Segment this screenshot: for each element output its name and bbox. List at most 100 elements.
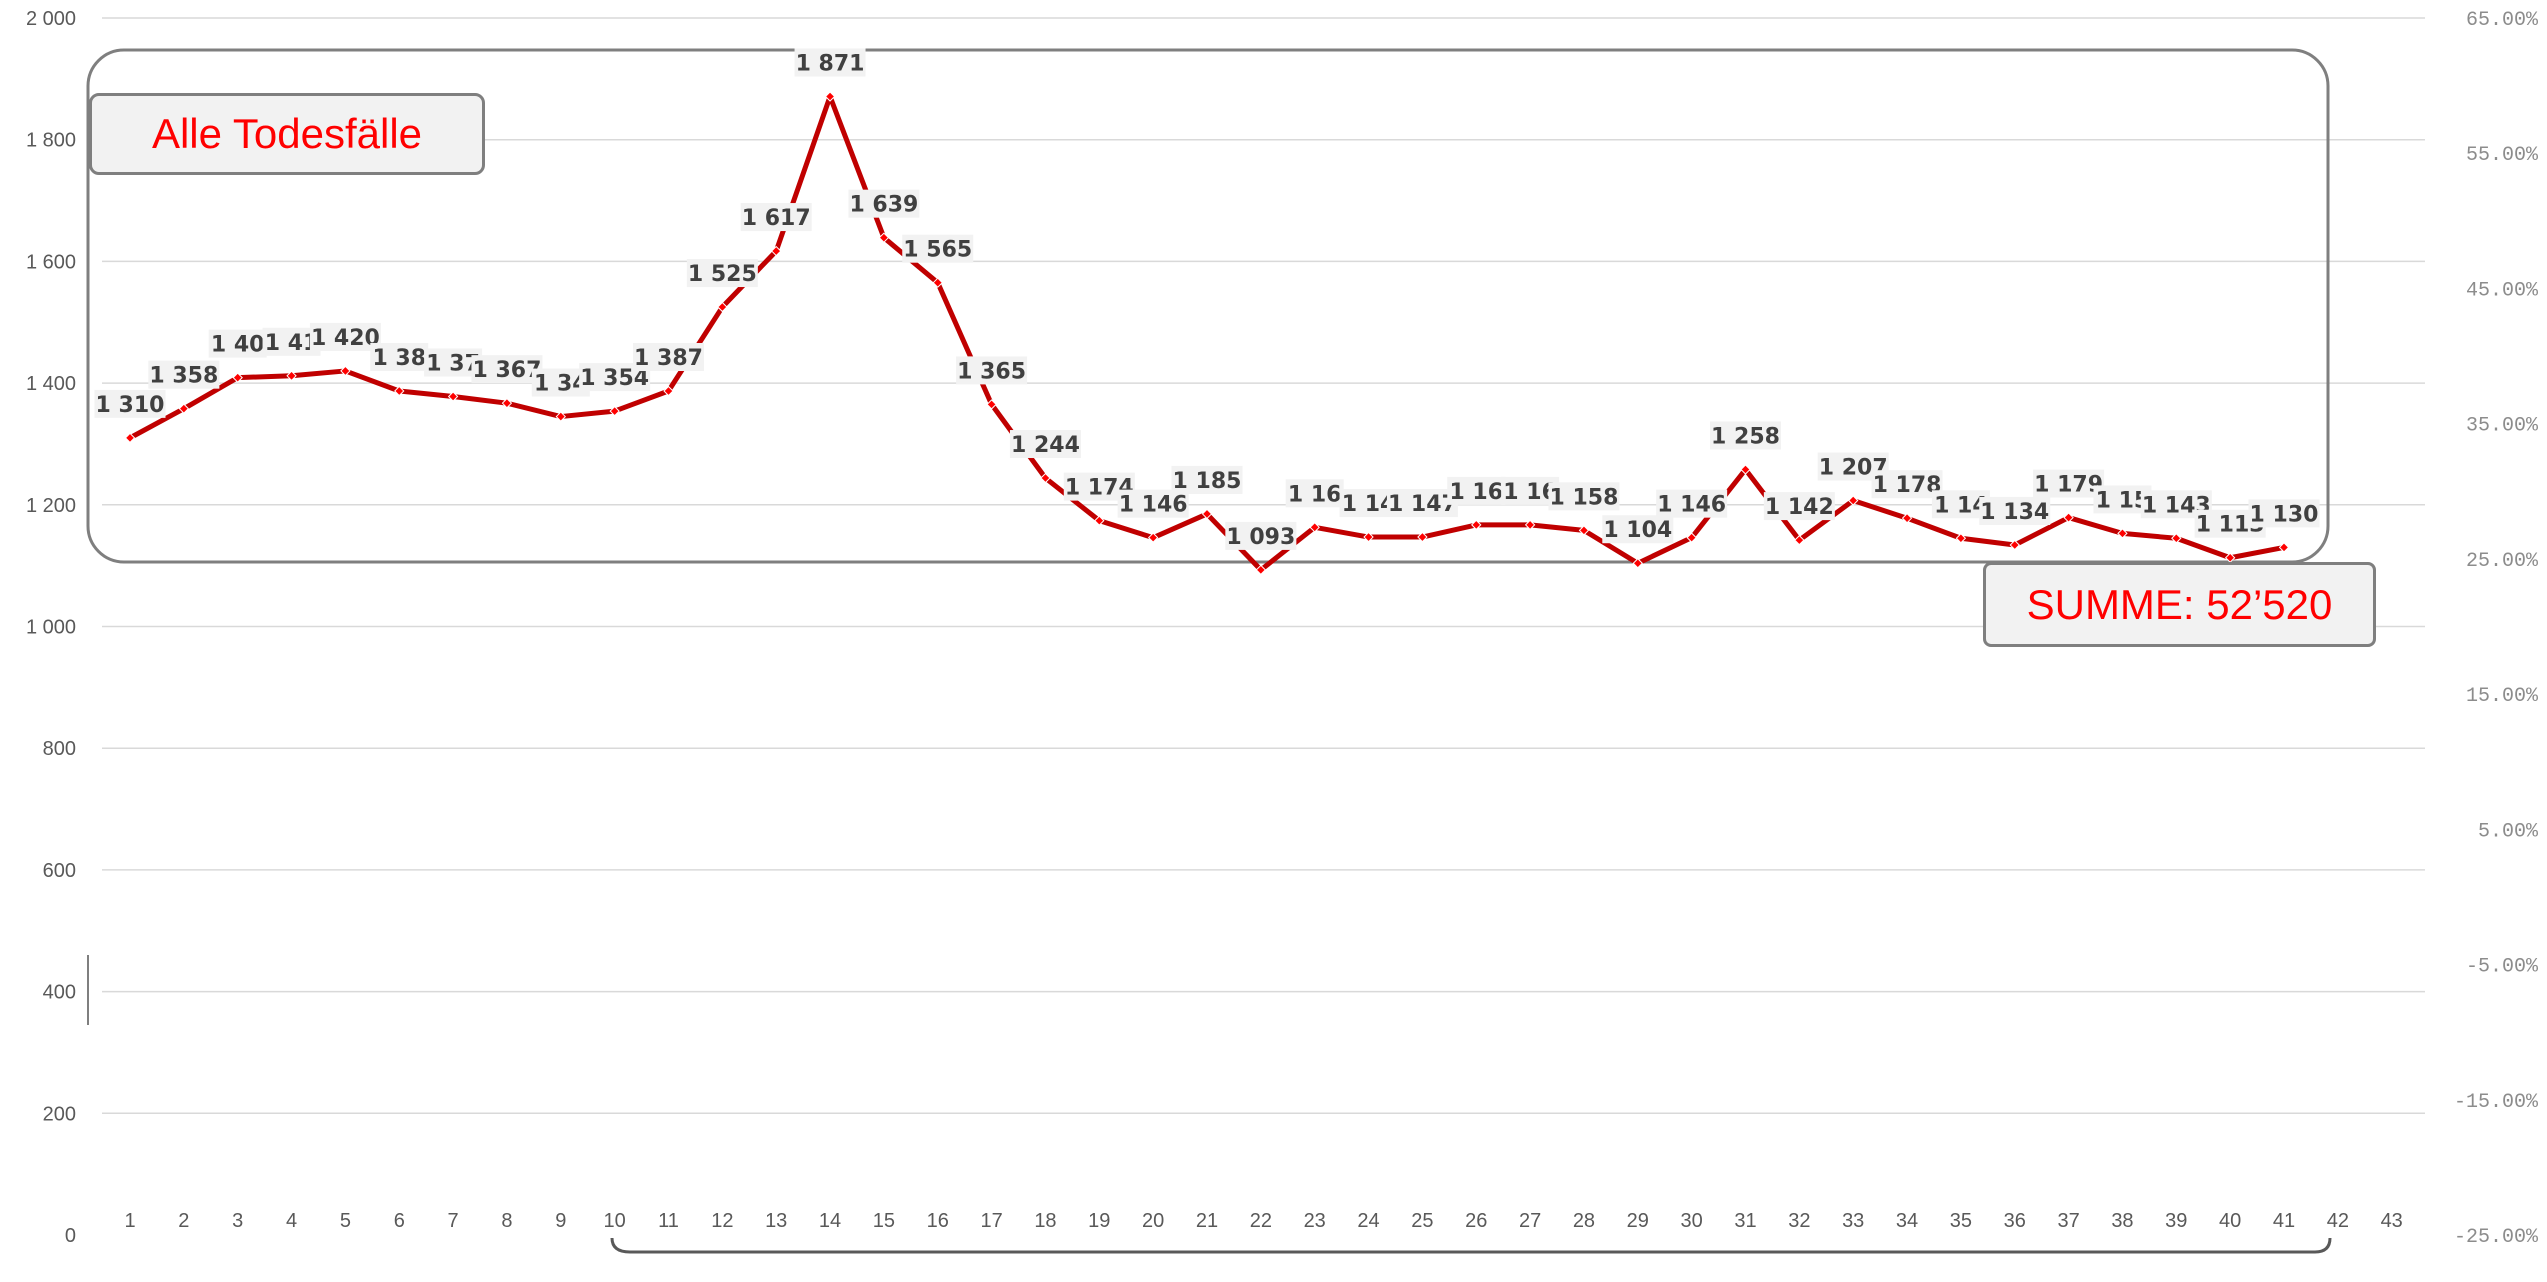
data-marker [1955, 533, 1967, 544]
data-label: 1 158 [1550, 485, 1619, 510]
data-label-bg [794, 48, 866, 77]
data-label-bg [370, 343, 429, 372]
data-label-group: 1 387 [633, 343, 704, 372]
data-label-bg [1285, 479, 1344, 508]
data-marker [447, 391, 459, 402]
y2-tick-label: 65.00% [2466, 9, 2539, 32]
data-label-bg [94, 389, 166, 418]
data-label-bg [1763, 492, 1835, 521]
data-label-group: 1 525 [686, 259, 758, 288]
data-label-group: 1 358 [148, 360, 220, 389]
data-label-group: 1 16 [1285, 479, 1344, 508]
data-label: 1 244 [1011, 433, 1080, 458]
data-label-group: 1 871 [794, 48, 866, 77]
x-tick-label: 2 [178, 1210, 189, 1232]
x-tick-label: 21 [1196, 1210, 1218, 1232]
data-label-bg [1386, 489, 1458, 518]
data-marker [878, 232, 890, 243]
data-marker [609, 405, 620, 417]
y2-tick-label: 15.00% [2466, 685, 2539, 708]
data-label-group: 1 367 [471, 355, 543, 384]
data-label-bg [1447, 476, 1506, 505]
data-marker [824, 91, 836, 102]
data-marker [1901, 512, 1913, 524]
y2-tick-label: -25.00% [2454, 1226, 2539, 1249]
x-tick-label: 9 [555, 1210, 566, 1232]
y-axis-left: 0 200 400 600 800 1 000 1 200 1 400 1 600 1 800 2 … [26, 8, 76, 1247]
y2-tick-label: 45.00% [2466, 279, 2539, 302]
data-label: 1 146 [1119, 493, 1188, 518]
data-marker [124, 432, 136, 444]
data-label: 1 258 [1711, 425, 1780, 450]
data-label-bg [2248, 499, 2320, 528]
data-marker [286, 370, 297, 382]
x-tick-label: 29 [1627, 1210, 1649, 1232]
data-marker [2278, 542, 2290, 553]
y-tick-label: 1 400 [26, 373, 76, 395]
y-tick-label: 1 800 [26, 130, 76, 152]
y2-tick-label: 35.00% [2466, 415, 2539, 438]
data-label: 1 387 [634, 346, 703, 371]
data-label: 1 142 [1765, 495, 1834, 520]
data-label: 1 639 [849, 193, 918, 218]
data-label-group: 1 178 [1871, 470, 1943, 499]
y2-tick-label: 55.00% [2466, 144, 2539, 167]
data-marker [717, 301, 728, 313]
x-tick-label: 16 [927, 1210, 949, 1232]
data-marker [232, 372, 243, 383]
data-label: 1 179 [2034, 473, 2103, 498]
y-axis-right: -25.00% -15.00% -5.00% 5.00% 15.00% 25.00% 35.… [2454, 9, 2539, 1249]
data-marker [2171, 533, 2182, 544]
data-label-group: 1 147 [1386, 489, 1458, 518]
data-label-bg [1225, 521, 1297, 550]
data-label-group: 1 310 [94, 389, 166, 418]
data-label: 1 15 [2096, 488, 2150, 513]
data-label: 1 367 [473, 358, 542, 383]
data-label-group: 1 639 [848, 189, 920, 218]
data-label: 1 525 [688, 262, 757, 287]
data-marker [1578, 525, 1590, 536]
data-label-bg [1710, 421, 1781, 450]
data-marker [1417, 531, 1428, 543]
data-label-group: 1 365 [956, 356, 1028, 385]
x-axis: 1 2 3 4 5 6 7 8 9 10 11 12 13 14 15 16 17 18 19 20 21 22 23 24 2… [124, 1210, 2402, 1232]
x-tick-label: 36 [2004, 1210, 2026, 1232]
data-label-bg [148, 360, 220, 389]
data-label-bg [1171, 465, 1243, 494]
data-label-group: 1 185 [1171, 465, 1243, 494]
sum-box: SUMME: 52’520 [1983, 562, 2376, 647]
data-label-group: 1 093 [1225, 521, 1297, 550]
x-tick-label: 19 [1088, 1210, 1110, 1232]
data-label: 1 16 [1449, 480, 1503, 505]
x-tick-label: 39 [2165, 1210, 2187, 1232]
x-tick-label: 32 [1788, 1210, 1810, 1232]
x-tick-label: 10 [604, 1210, 626, 1232]
data-label: 1 147 [1388, 492, 1457, 517]
chart-title-box: Alle Todesfälle [89, 93, 485, 175]
data-marker [932, 277, 943, 288]
data-marker [1740, 464, 1751, 475]
x-tick-label: 34 [1896, 1210, 1918, 1232]
x-tick-label: 25 [1411, 1210, 1433, 1232]
data-label-bg [902, 234, 974, 263]
y-tick-label: 2 000 [26, 8, 76, 30]
data-marker [1255, 564, 1267, 576]
data-label: 1 565 [903, 238, 972, 263]
y-tick-label: 800 [43, 738, 76, 760]
data-label: 1 093 [1226, 525, 1295, 550]
data-label-group: 1 179 [2033, 469, 2105, 498]
data-marker [1686, 532, 1697, 543]
y-tick-label: 400 [43, 982, 76, 1004]
data-label: 1 130 [2250, 502, 2319, 527]
data-label-bg [1009, 430, 1081, 459]
data-label-group: 1 617 [740, 203, 812, 232]
data-marker [1309, 522, 1320, 533]
x-tick-label: 17 [980, 1210, 1002, 1232]
data-marker [340, 365, 351, 377]
data-label: 1 365 [957, 359, 1026, 384]
x-tick-label: 7 [448, 1210, 459, 1232]
data-label-bg [2033, 469, 2105, 498]
data-label-group: 1 142 [1763, 492, 1835, 521]
data-marker [1201, 508, 1213, 520]
